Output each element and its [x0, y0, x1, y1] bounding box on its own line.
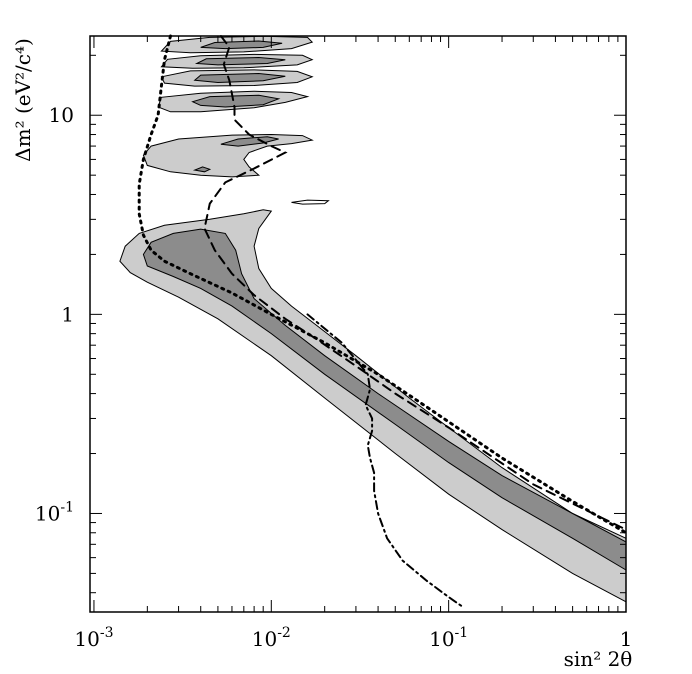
exclusion-curves: [137, 34, 628, 608]
y-tick-label: 1: [61, 302, 74, 326]
x-tick-label: 10-3: [74, 625, 113, 651]
x-tick-label: 10-1: [429, 625, 468, 651]
region-contour_only-13: [291, 199, 330, 205]
curve-dash-dot: [306, 313, 464, 608]
region-inner-1: [142, 228, 627, 571]
region-outer-2: [142, 133, 314, 178]
region-inner-12: [200, 40, 283, 50]
tick-labels: 10-3 10-2 10-1 1 10-1 1 10: [35, 103, 632, 651]
y-tick-label: 10-1: [35, 499, 74, 525]
contour-regions: [119, 35, 627, 603]
axes-box: [89, 35, 627, 613]
curve-dashed: [203, 35, 627, 531]
x-tick-label: 1: [620, 627, 633, 651]
curve-dotted: [137, 34, 628, 535]
x-tick-label: 10-2: [252, 625, 291, 651]
region-inner-8: [193, 72, 286, 84]
x-axis-label: sin² 2θ: [564, 647, 633, 671]
region-inner-10: [194, 56, 286, 66]
y-tick-label: 10: [49, 103, 74, 127]
axis-ticks: [90, 36, 627, 612]
region-inner-3: [192, 166, 212, 173]
y-axis-label: Δm² (eV²/c⁴): [11, 38, 35, 162]
region-inner-6: [191, 94, 281, 108]
plot-frame: [89, 35, 627, 613]
region-inner-4: [220, 136, 279, 147]
